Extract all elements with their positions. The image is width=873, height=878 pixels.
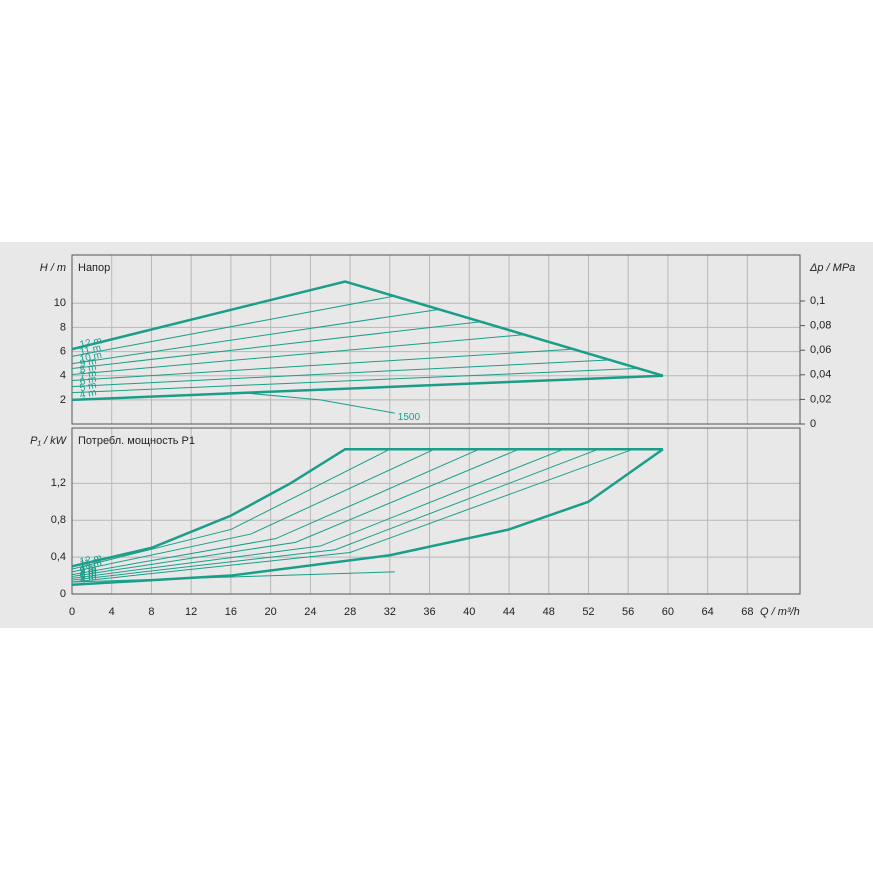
curve-label: 5 m	[79, 380, 98, 394]
curve	[240, 392, 395, 414]
curve	[71, 320, 485, 369]
curve-label: 12 m	[79, 335, 103, 350]
curve-label: 8 m	[79, 362, 98, 376]
curve-label: 12 m	[79, 552, 103, 567]
x-tick-label: 56	[622, 606, 634, 618]
y2-tick-label: 0,06	[810, 344, 831, 356]
x-tick-label: 24	[304, 606, 316, 618]
y2-tick-label: 0,04	[810, 369, 831, 381]
y-axis-label: H / m	[40, 262, 66, 274]
curve	[71, 571, 395, 583]
curve-label: 8 m	[79, 564, 98, 578]
curve-label: 7 m	[79, 368, 98, 382]
x-tick-label: 4	[109, 606, 115, 618]
x-tick-label: 40	[463, 606, 475, 618]
x-tick-label: 48	[543, 606, 555, 618]
curve	[71, 448, 435, 573]
y-tick-label: 1,2	[51, 477, 66, 489]
curve	[71, 448, 520, 577]
x-tick-label: 60	[662, 606, 674, 618]
x-tick-label: 16	[225, 606, 237, 618]
curve	[71, 448, 634, 583]
x-tick-label: 32	[384, 606, 396, 618]
curve	[71, 374, 663, 402]
curve-label: 9 m	[79, 562, 98, 576]
curve	[71, 447, 663, 568]
x-tick-label: 20	[265, 606, 277, 618]
y2-tick-label: 0,02	[810, 393, 831, 405]
curve-label: 7 m	[79, 566, 98, 580]
chart-title: Потребл. мощность P1	[78, 435, 195, 447]
curve	[71, 367, 639, 394]
x-tick-label: 8	[148, 606, 154, 618]
curve	[71, 308, 440, 365]
curve	[71, 334, 524, 376]
curve	[71, 448, 564, 579]
y2-axis-label: Δp / MPa	[809, 262, 855, 274]
curve	[71, 359, 609, 388]
curve	[71, 295, 395, 357]
x-tick-label: 12	[185, 606, 197, 618]
x-tick-label: 68	[741, 606, 753, 618]
y-tick-label: 6	[60, 345, 66, 357]
x-axis-label: Q / m³/h	[760, 606, 800, 618]
curve	[71, 348, 574, 382]
x-tick-label: 64	[702, 606, 714, 618]
x-tick-label: 0	[69, 606, 75, 618]
curve-label: 10 m	[79, 350, 103, 365]
x-tick-label: 44	[503, 606, 515, 618]
curve-label: 6 m	[79, 567, 98, 581]
plot-area	[71, 254, 801, 425]
curve-label: 10 m	[79, 558, 103, 573]
curve	[71, 448, 664, 587]
curve-label: 11 m	[79, 343, 102, 358]
y-tick-label: 10	[54, 297, 66, 309]
x-tick-label: 36	[423, 606, 435, 618]
curve-label: 1500	[398, 412, 421, 423]
y2-tick-label: 0,1	[810, 295, 825, 307]
y-tick-label: 8	[60, 321, 66, 333]
curve-label: 5 m	[79, 569, 98, 583]
x-tick-label: 28	[344, 606, 356, 618]
curve-label: 4 m	[79, 387, 98, 401]
y-tick-label: 0,4	[51, 551, 66, 563]
curve	[71, 448, 599, 581]
curve-label: 6 m	[79, 374, 98, 388]
y2-tick-label: 0	[810, 418, 816, 430]
curve	[71, 448, 391, 570]
y2-tick-label: 0,08	[810, 320, 831, 332]
plot-frame	[71, 427, 801, 595]
curve	[71, 280, 664, 377]
y-tick-label: 0,8	[51, 514, 66, 526]
chart-title: Напор	[78, 262, 110, 274]
curve	[71, 448, 480, 576]
y-axis-label: P₁ / kW	[30, 435, 67, 447]
x-tick-label: 52	[582, 606, 594, 618]
curve-label: 4 m	[79, 572, 98, 586]
y-tick-label: 4	[60, 370, 66, 382]
curve-label: 9 m	[79, 356, 98, 370]
y-tick-label: 0	[60, 588, 66, 600]
y-tick-label: 2	[60, 394, 66, 406]
plot-frame	[71, 254, 801, 425]
